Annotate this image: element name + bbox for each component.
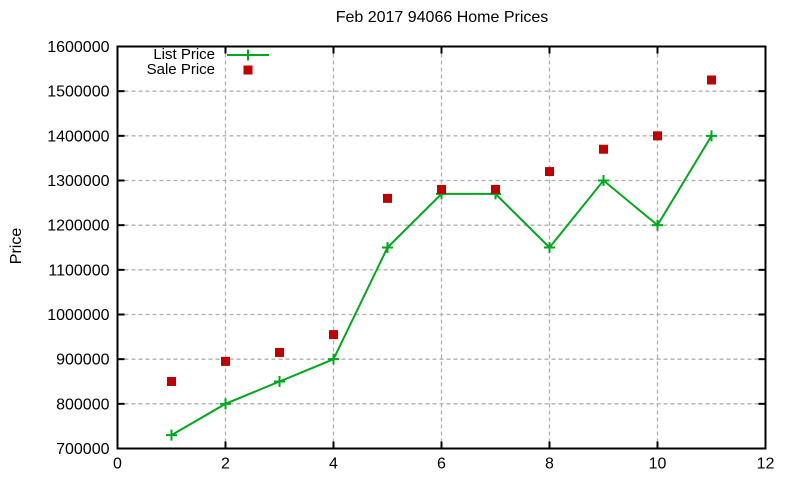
svg-text:2: 2 <box>221 456 230 473</box>
square-marker-icon <box>243 65 253 75</box>
svg-text:900000: 900000 <box>56 352 109 369</box>
svg-text:800000: 800000 <box>56 396 109 413</box>
chart-title: Feb 2017 94066 Home Prices <box>335 9 549 26</box>
svg-text:10: 10 <box>649 456 667 473</box>
svg-text:4: 4 <box>329 456 338 473</box>
legend-item-sale-price: Sale Price <box>113 61 271 78</box>
svg-text:12: 12 <box>757 456 775 473</box>
axis-border <box>116 45 767 450</box>
line-plus-marker-icon <box>227 49 269 61</box>
svg-text:1300000: 1300000 <box>47 173 109 190</box>
svg-text:1100000: 1100000 <box>48 262 109 279</box>
svg-text:6: 6 <box>437 456 446 473</box>
legend-item-list-price: List Price <box>113 46 271 63</box>
svg-text:1200000: 1200000 <box>47 218 109 235</box>
tick-marks <box>116 45 767 450</box>
svg-text:8: 8 <box>545 456 554 473</box>
grid-lines <box>117 46 766 449</box>
svg-text:1500000: 1500000 <box>47 84 109 101</box>
svg-text:1000000: 1000000 <box>47 307 109 324</box>
svg-text:700000: 700000 <box>56 441 109 458</box>
series-sale-price <box>167 75 716 386</box>
legend-label-sale-price: Sale Price <box>146 61 215 78</box>
y-axis-label: Price <box>8 227 25 265</box>
y-tick-labels: 700000 800000 900000 1000000 1100000 1200000 1… <box>47 39 109 458</box>
legend-label-list-price: List Price <box>153 46 215 63</box>
legend: List Price Sale Price <box>113 46 271 78</box>
svg-text:0: 0 <box>113 456 122 473</box>
svg-text:1400000: 1400000 <box>47 128 109 145</box>
svg-text:1600000: 1600000 <box>47 39 109 56</box>
x-tick-labels: 0 2 4 6 8 10 12 <box>113 456 774 473</box>
